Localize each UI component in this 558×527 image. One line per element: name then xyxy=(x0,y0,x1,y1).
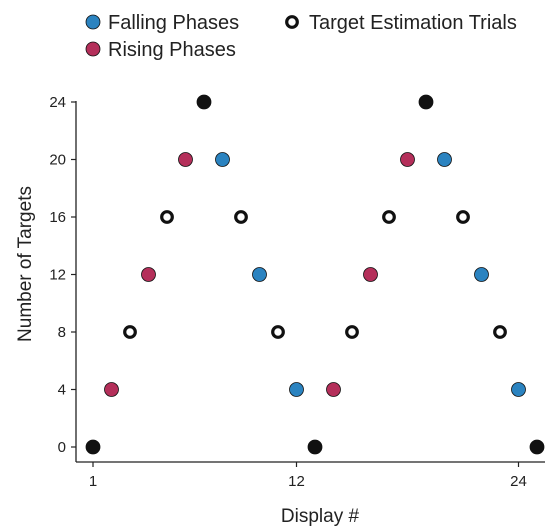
data-point-target-estimation-trials-open xyxy=(345,325,359,339)
data-points xyxy=(85,94,545,455)
y-tick-label: 0 xyxy=(58,439,66,456)
data-point-rising-phases xyxy=(326,382,341,397)
data-point-target-estimation-trials-filled xyxy=(85,439,101,455)
legend-label-falling-phases: Falling Phases xyxy=(108,12,239,34)
data-point-rising-phases xyxy=(400,152,415,167)
y-tick-label: 24 xyxy=(49,94,66,111)
data-point-rising-phases xyxy=(141,267,156,282)
data-point-falling-phases xyxy=(252,267,267,282)
legend-marker-falling-phases xyxy=(85,14,101,30)
legend-marker-target-estimation-trials xyxy=(285,15,299,29)
data-point-falling-phases xyxy=(289,382,304,397)
data-point-target-estimation-trials-filled xyxy=(196,94,212,110)
y-tick-label: 12 xyxy=(49,267,66,284)
data-point-target-estimation-trials-open xyxy=(234,210,248,224)
y-ticks: 0 4 8 12 16 20 24 xyxy=(49,94,76,456)
data-point-rising-phases xyxy=(363,267,378,282)
x-axis-label: Display # xyxy=(281,506,360,527)
data-point-falling-phases xyxy=(437,152,452,167)
legend-marker-rising-phases xyxy=(85,41,101,57)
legend-item-rising-phases: Rising Phases xyxy=(85,39,236,61)
legend-label-rising-phases: Rising Phases xyxy=(108,39,236,61)
data-point-target-estimation-trials-open xyxy=(493,325,507,339)
data-point-target-estimation-trials-open xyxy=(382,210,396,224)
data-point-target-estimation-trials-open xyxy=(271,325,285,339)
x-tick-label: 24 xyxy=(510,473,527,490)
legend-item-target-estimation-trials: Target Estimation Trials xyxy=(285,12,517,34)
data-point-rising-phases xyxy=(104,382,119,397)
data-point-target-estimation-trials-open xyxy=(123,325,137,339)
data-point-target-estimation-trials-filled xyxy=(307,439,323,455)
data-point-target-estimation-trials-open xyxy=(456,210,470,224)
legend-item-falling-phases: Falling Phases xyxy=(85,12,239,34)
axes: 0 4 8 12 16 20 24 1 12 24 Display # Number of Ta… xyxy=(15,94,545,527)
y-tick-label: 16 xyxy=(49,209,66,226)
legend: Falling Phases Target Estimation Trials … xyxy=(85,12,517,61)
data-point-target-estimation-trials-filled xyxy=(529,439,545,455)
y-tick-label: 4 xyxy=(58,382,66,399)
x-ticks: 1 12 24 xyxy=(89,462,527,490)
legend-label-target-estimation-trials: Target Estimation Trials xyxy=(309,12,517,34)
y-tick-label: 8 xyxy=(58,324,66,341)
y-axis-label: Number of Targets xyxy=(15,186,36,342)
y-tick-label: 20 xyxy=(49,152,66,169)
data-point-falling-phases xyxy=(511,382,526,397)
data-point-target-estimation-trials-open xyxy=(160,210,174,224)
data-point-rising-phases xyxy=(178,152,193,167)
data-point-falling-phases xyxy=(474,267,489,282)
x-tick-label: 1 xyxy=(89,473,97,490)
x-tick-label: 12 xyxy=(288,473,305,490)
data-point-falling-phases xyxy=(215,152,230,167)
data-point-target-estimation-trials-filled xyxy=(418,94,434,110)
